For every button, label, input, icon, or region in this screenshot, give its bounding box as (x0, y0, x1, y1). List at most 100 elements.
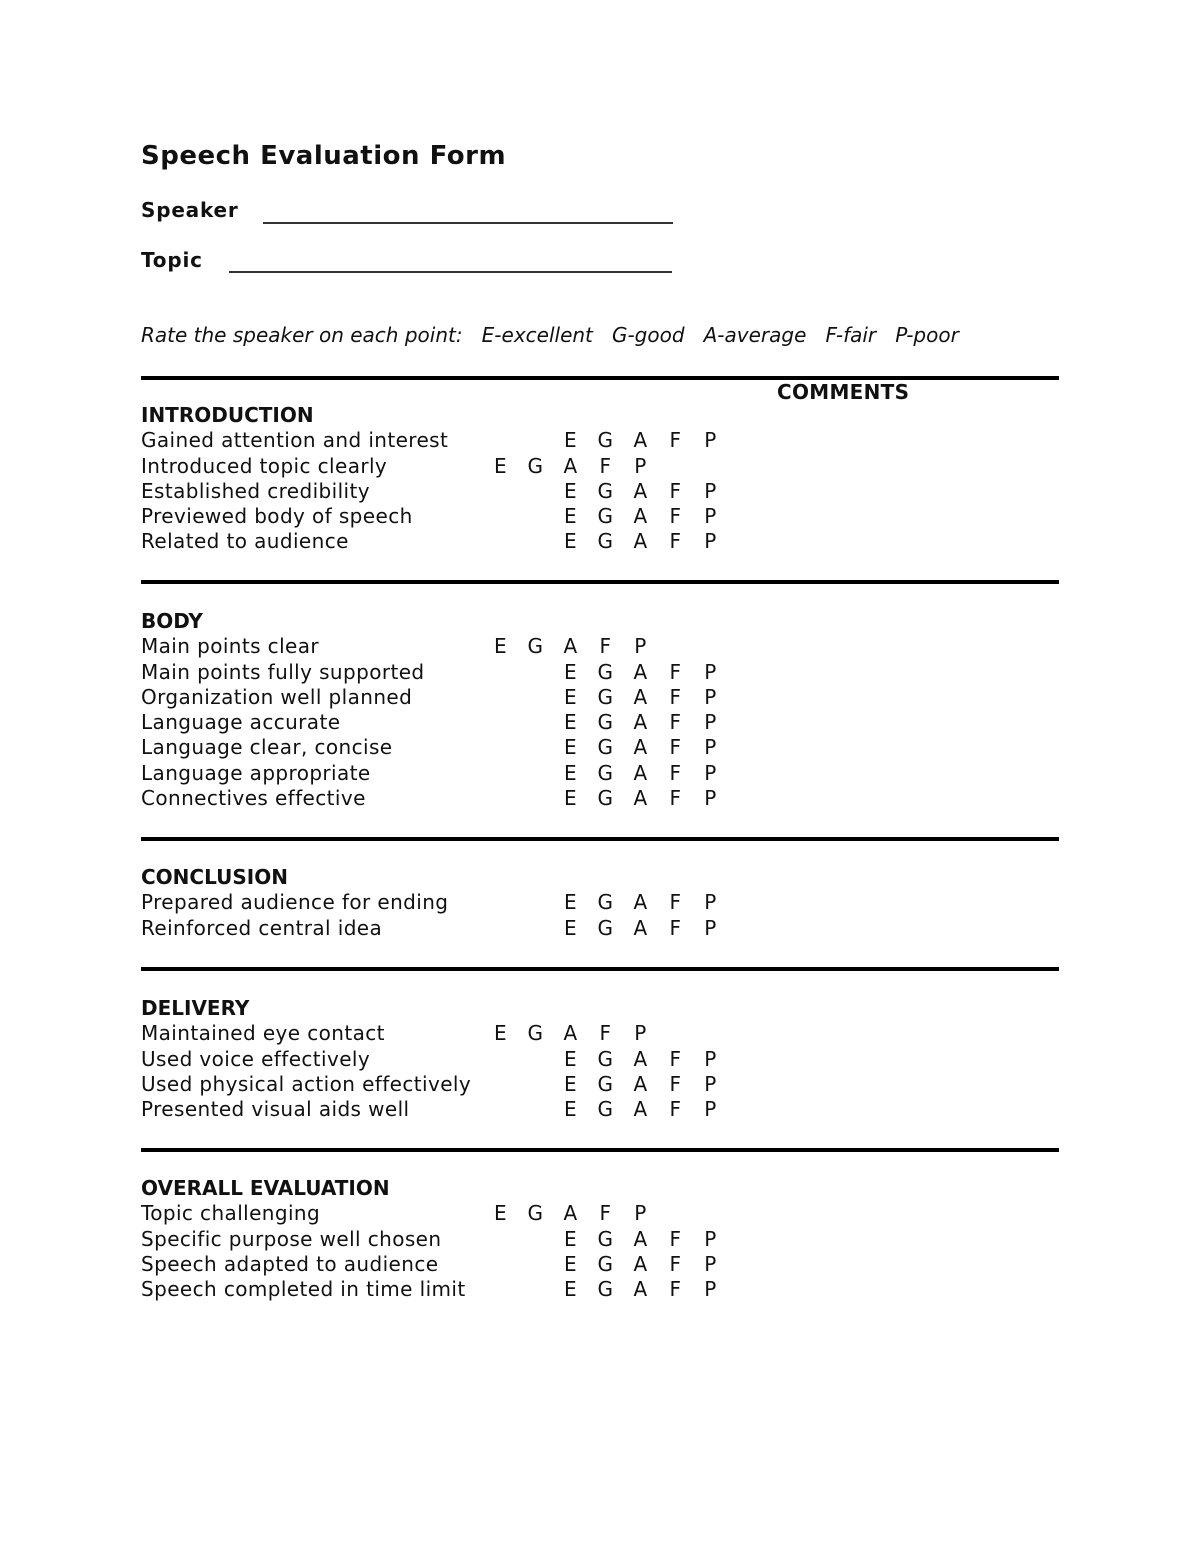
rating-option[interactable]: F (669, 478, 682, 503)
rating-option[interactable]: A (563, 1021, 578, 1046)
rating-option[interactable]: G (597, 1226, 614, 1251)
rating-option[interactable]: A (633, 915, 648, 940)
rating-option[interactable]: F (669, 735, 682, 760)
rating-option[interactable]: A (633, 684, 648, 709)
rating-option[interactable]: A (633, 710, 648, 735)
rating-option[interactable]: E (563, 529, 578, 554)
rating-option[interactable]: G (597, 915, 614, 940)
rating-option[interactable]: P (704, 1046, 717, 1071)
rating-option[interactable]: P (704, 1277, 717, 1302)
rating-option[interactable]: F (669, 1226, 682, 1251)
rating-option[interactable]: E (563, 684, 578, 709)
rating-option[interactable]: A (633, 1251, 648, 1276)
rating-option[interactable]: A (633, 1046, 648, 1071)
rating-option[interactable]: G (597, 760, 614, 785)
rating-option[interactable]: F (669, 1277, 682, 1302)
rating-option[interactable]: A (633, 786, 648, 811)
rating-option[interactable]: E (563, 710, 578, 735)
rating-option[interactable]: G (597, 710, 614, 735)
rating-option[interactable]: A (563, 634, 578, 659)
rating-option[interactable]: E (563, 1071, 578, 1096)
rating-option[interactable]: P (704, 735, 717, 760)
rating-option[interactable]: G (597, 890, 614, 915)
rating-option[interactable]: E (563, 1046, 578, 1071)
rating-option[interactable]: G (597, 659, 614, 684)
rating-option[interactable]: P (704, 428, 717, 453)
rating-option[interactable]: F (669, 684, 682, 709)
rating-option[interactable]: E (563, 786, 578, 811)
rating-option[interactable]: E (563, 915, 578, 940)
rating-option[interactable]: P (704, 1251, 717, 1276)
rating-option[interactable]: F (669, 1251, 682, 1276)
rating-option[interactable]: P (704, 684, 717, 709)
rating-option[interactable]: P (704, 529, 717, 554)
rating-option[interactable]: E (493, 1021, 508, 1046)
rating-option[interactable]: F (669, 1097, 682, 1122)
rating-option[interactable]: G (527, 1021, 544, 1046)
rating-option[interactable]: P (634, 1021, 647, 1046)
rating-option[interactable]: P (704, 710, 717, 735)
rating-option[interactable]: F (669, 529, 682, 554)
rating-option[interactable]: E (493, 634, 508, 659)
rating-option[interactable]: G (597, 428, 614, 453)
rating-option[interactable]: A (633, 478, 648, 503)
rating-option[interactable]: E (563, 1251, 578, 1276)
rating-option[interactable]: G (597, 478, 614, 503)
rating-option[interactable]: E (563, 478, 578, 503)
rating-option[interactable]: A (633, 1277, 648, 1302)
rating-option[interactable]: A (633, 1226, 648, 1251)
rating-option[interactable]: A (633, 428, 648, 453)
rating-option[interactable]: P (704, 1071, 717, 1096)
rating-option[interactable]: G (597, 684, 614, 709)
rating-option[interactable]: F (669, 890, 682, 915)
rating-option[interactable]: F (669, 428, 682, 453)
rating-option[interactable]: E (563, 428, 578, 453)
rating-option[interactable]: E (563, 760, 578, 785)
rating-option[interactable]: A (633, 890, 648, 915)
rating-option[interactable]: F (669, 1046, 682, 1071)
rating-option[interactable]: G (597, 504, 614, 529)
rating-option[interactable]: A (633, 1097, 648, 1122)
rating-option[interactable]: F (669, 710, 682, 735)
rating-option[interactable]: P (634, 1201, 647, 1226)
rating-option[interactable]: A (633, 735, 648, 760)
rating-option[interactable]: E (563, 1277, 578, 1302)
rating-option[interactable]: P (704, 890, 717, 915)
rating-option[interactable]: G (597, 529, 614, 554)
rating-option[interactable]: A (633, 659, 648, 684)
rating-option[interactable]: P (704, 478, 717, 503)
rating-option[interactable]: F (669, 659, 682, 684)
rating-option[interactable]: F (669, 760, 682, 785)
rating-option[interactable]: F (599, 453, 612, 478)
rating-option[interactable]: A (633, 1071, 648, 1096)
rating-option[interactable]: E (493, 1201, 508, 1226)
rating-option[interactable]: F (669, 915, 682, 940)
rating-option[interactable]: F (599, 1021, 612, 1046)
rating-option[interactable]: A (633, 504, 648, 529)
rating-option[interactable]: G (527, 634, 544, 659)
rating-option[interactable]: F (599, 1201, 612, 1226)
rating-option[interactable]: E (563, 1097, 578, 1122)
rating-option[interactable]: G (527, 1201, 544, 1226)
rating-option[interactable]: E (563, 1226, 578, 1251)
rating-option[interactable]: A (563, 453, 578, 478)
rating-option[interactable]: F (669, 786, 682, 811)
rating-option[interactable]: G (597, 1046, 614, 1071)
rating-option[interactable]: E (563, 735, 578, 760)
rating-option[interactable]: G (597, 735, 614, 760)
rating-option[interactable]: P (634, 453, 647, 478)
rating-option[interactable]: G (597, 1251, 614, 1276)
rating-option[interactable]: P (704, 659, 717, 684)
rating-option[interactable]: G (597, 1097, 614, 1122)
rating-option[interactable]: P (704, 760, 717, 785)
topic-field[interactable] (229, 271, 672, 273)
rating-option[interactable]: G (597, 1277, 614, 1302)
rating-option[interactable]: P (704, 504, 717, 529)
rating-option[interactable]: P (704, 1226, 717, 1251)
rating-option[interactable]: E (563, 504, 578, 529)
rating-option[interactable]: P (634, 634, 647, 659)
rating-option[interactable]: F (599, 634, 612, 659)
rating-option[interactable]: P (704, 1097, 717, 1122)
rating-option[interactable]: A (633, 529, 648, 554)
rating-option[interactable]: F (669, 1071, 682, 1096)
